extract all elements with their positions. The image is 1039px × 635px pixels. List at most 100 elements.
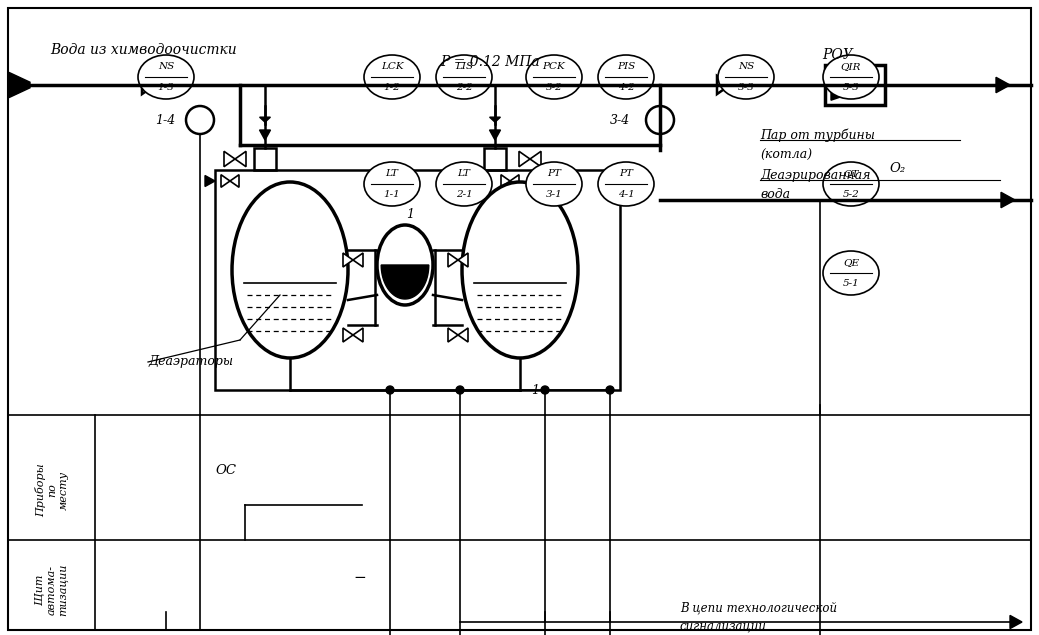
Text: NS: NS [738,62,754,71]
Ellipse shape [377,225,433,305]
Bar [484,148,506,170]
Polygon shape [510,175,520,187]
Polygon shape [831,70,876,100]
Text: 1: 1 [531,384,539,396]
Text: 3-1: 3-1 [545,190,562,199]
Text: сигнализации: сигнализации [680,620,767,632]
Circle shape [387,386,394,394]
Circle shape [456,386,464,394]
Text: 1-3: 1-3 [158,83,175,92]
Text: O₂: O₂ [889,163,905,175]
Text: Пар от турбины: Пар от турбины [760,128,875,142]
Text: QIR: QIR [841,62,861,71]
Circle shape [186,106,214,134]
Text: QE: QE [843,258,859,267]
Polygon shape [996,77,1010,93]
Ellipse shape [823,55,879,99]
Text: 1: 1 [406,208,414,222]
Polygon shape [142,76,155,94]
Text: 1-1: 1-1 [383,190,400,199]
Text: 5-1: 5-1 [843,279,859,288]
Text: 5-2: 5-2 [843,190,859,199]
Bar [254,148,276,170]
Ellipse shape [232,182,348,358]
Polygon shape [343,328,353,342]
Text: P = 0.12 МПа: P = 0.12 МПа [441,55,540,69]
Ellipse shape [462,182,578,358]
Polygon shape [230,175,239,187]
Circle shape [646,106,674,134]
Polygon shape [260,130,270,140]
Polygon shape [448,328,458,342]
Text: PT: PT [548,169,561,178]
Polygon shape [448,253,458,267]
Text: LIS: LIS [455,62,473,71]
Text: РОУ: РОУ [823,48,853,62]
Ellipse shape [598,162,654,206]
Polygon shape [155,76,168,94]
Text: ОС: ОС [215,464,236,476]
Polygon shape [224,151,235,167]
Text: 4-1: 4-1 [617,190,635,199]
Polygon shape [489,130,501,140]
Ellipse shape [364,55,420,99]
Bar [825,65,885,105]
Polygon shape [353,253,363,267]
Text: NS: NS [158,62,175,71]
Text: LT: LT [385,169,398,178]
Text: (котла): (котла) [760,149,812,161]
Polygon shape [353,328,363,342]
Text: 3-4: 3-4 [610,114,630,126]
Text: LT: LT [457,169,471,178]
Text: Щит
автома-
тизации: Щит автома- тизации [35,564,69,616]
Ellipse shape [526,55,582,99]
Polygon shape [501,175,510,187]
Text: 4-2: 4-2 [617,83,635,92]
Text: 2-2: 2-2 [456,83,473,92]
Polygon shape [1010,615,1022,629]
Polygon shape [1001,192,1015,208]
Text: Вода из химводоочистки: Вода из химводоочистки [50,43,237,57]
Ellipse shape [598,55,654,99]
Circle shape [541,386,549,394]
Text: 3-2: 3-2 [545,83,562,92]
Polygon shape [489,117,501,122]
Circle shape [606,386,614,394]
Text: PIS: PIS [617,62,635,71]
Polygon shape [530,151,541,167]
Ellipse shape [364,162,420,206]
Ellipse shape [823,251,879,295]
Polygon shape [730,76,743,94]
Text: 5-3: 5-3 [843,83,859,92]
Text: 1-2: 1-2 [383,83,400,92]
Text: 3-3: 3-3 [738,83,754,92]
Bar [215,170,620,390]
Text: PT: PT [619,169,633,178]
Polygon shape [260,117,270,122]
Polygon shape [205,175,215,187]
Polygon shape [458,253,468,267]
Polygon shape [221,175,230,187]
Text: QT: QT [844,169,858,178]
Ellipse shape [436,162,492,206]
Text: 1-4: 1-4 [155,114,176,126]
Polygon shape [9,72,30,98]
Text: Приборы
по
месту: Приборы по месту [35,463,70,517]
Polygon shape [235,151,246,167]
Text: Деаэраторы: Деаэраторы [148,356,233,368]
Polygon shape [458,328,468,342]
Text: −: − [353,570,367,585]
Text: В цепи технологической: В цепи технологической [680,601,837,615]
Polygon shape [520,151,530,167]
Ellipse shape [436,55,492,99]
Text: Деаэрированная: Деаэрированная [760,168,871,182]
Text: 2-1: 2-1 [456,190,473,199]
Ellipse shape [718,55,774,99]
Ellipse shape [526,162,582,206]
Polygon shape [381,265,429,299]
Ellipse shape [823,162,879,206]
Text: вода: вода [760,189,790,201]
Polygon shape [717,76,730,94]
Ellipse shape [138,55,194,99]
Polygon shape [473,175,483,187]
